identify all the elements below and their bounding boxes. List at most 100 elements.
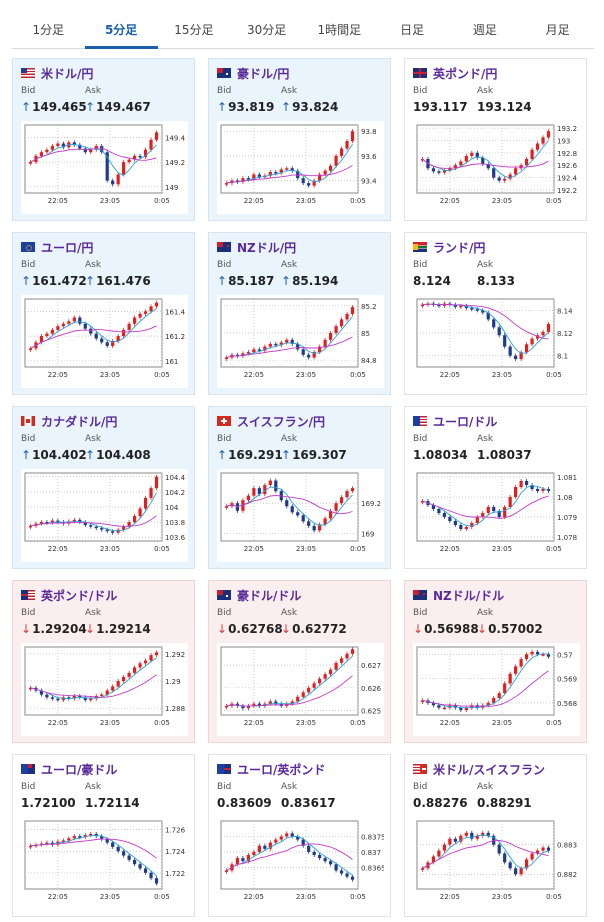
rate-card[interactable]: 英ポンド/ドル Bid Ask ↓1.29204 ↓1.29214 1.292 1…: [12, 580, 195, 743]
x-tick-label: 0:05: [546, 893, 562, 901]
pair-name[interactable]: NZドル/ドル: [433, 588, 505, 603]
candle-body: [492, 698, 496, 703]
rate-card[interactable]: ユーロ/英ポンド Bid Ask 0.83609 0.83617 0.8375 0…: [208, 754, 391, 917]
y-tick-label: 169: [361, 530, 374, 538]
pair-name[interactable]: 豪ドル/ドル: [237, 588, 302, 603]
candle-body: [312, 525, 316, 531]
candle-body: [45, 522, 49, 524]
candle-body: [497, 327, 501, 336]
x-tick-label: 23:05: [492, 893, 512, 901]
tab-3[interactable]: 30分足: [246, 23, 287, 37]
candle-body: [133, 667, 137, 673]
ask-label: Ask: [477, 260, 494, 270]
rate-card[interactable]: NZドル/ドル Bid Ask ↓0.56988 ↓0.57002 0.57 0.…: [404, 580, 587, 743]
pair-name[interactable]: ユーロ/ドル: [433, 414, 498, 429]
y-tick-label: 0.8375: [361, 833, 384, 841]
pair-name[interactable]: 米ドル/スイスフラン: [433, 762, 546, 777]
x-tick-label: 23:05: [100, 371, 120, 379]
pair-name[interactable]: ユーロ/豪ドル: [41, 762, 118, 777]
candle-body: [318, 346, 322, 353]
tab-6[interactable]: 週足: [472, 23, 497, 37]
candle-body: [459, 525, 463, 529]
x-tick-label: 22:05: [244, 893, 264, 901]
tab-5[interactable]: 日足: [400, 23, 425, 37]
bid-label: Bid: [413, 260, 428, 270]
tab-4[interactable]: 1時間足: [317, 23, 362, 37]
candle-body: [61, 143, 65, 148]
pair-name[interactable]: ランド/円: [433, 240, 486, 255]
timeframe-tabs: 1分足 5分足 15分足 30分足 1時間足 日足 週足 月足: [12, 12, 594, 49]
rate-card[interactable]: 米ドル/スイスフラン Bid Ask 0.88276 0.88291 0.883…: [404, 754, 587, 917]
candle-body: [235, 354, 240, 357]
ask-label: Ask: [281, 260, 298, 270]
pair-name[interactable]: NZドル/円: [237, 240, 297, 255]
pair-name[interactable]: スイスフラン/円: [237, 414, 326, 429]
rate-card[interactable]: ユーロ/豪ドル Bid Ask 1.72100 1.72114 1.726 1.7…: [12, 754, 195, 917]
x-tick-label: 22:05: [48, 197, 68, 205]
x-tick-label: 0:05: [546, 719, 562, 727]
tab-2[interactable]: 15分足: [174, 23, 214, 37]
ask-value: ↓0.62772: [281, 622, 347, 636]
candle-body: [100, 528, 104, 530]
bid-label: Bid: [217, 782, 232, 792]
bid-label: Bid: [21, 434, 36, 444]
candle-body: [541, 137, 545, 144]
candle-body: [508, 673, 512, 684]
candle-body: [45, 149, 49, 153]
rate-card[interactable]: 豪ドル/ドル Bid Ask ↓0.62768 ↓0.62772 0.627 0.…: [208, 580, 391, 743]
candle-body: [83, 323, 87, 329]
rate-card[interactable]: ユーロ/円 Bid Ask ↑161.472 ↑161.476 161.4 161…: [12, 232, 195, 395]
candle-body: [296, 696, 300, 702]
rate-card[interactable]: スイスフラン/円 Bid Ask ↑169.291 ↑169.307 169.2…: [208, 406, 391, 569]
candle-body: [437, 304, 441, 307]
pair-name[interactable]: 豪ドル/円: [237, 66, 290, 81]
down-arrow-icon: ↓: [413, 622, 424, 636]
candle-body: [323, 858, 327, 862]
plot-frame: [24, 472, 163, 542]
tab-1[interactable]: 5分足: [84, 12, 158, 49]
candle-body: [78, 144, 82, 149]
rate-card[interactable]: 英ポンド/円 Bid Ask 193.117 193.124 193.2 193 1…: [404, 58, 587, 221]
pair-name[interactable]: ユーロ/円: [41, 240, 94, 255]
ask-value: ↓0.57002: [477, 622, 543, 636]
rate-card[interactable]: カナダドル/円 Bid Ask ↑104.402 ↑104.408 104.4 1…: [12, 406, 195, 569]
tab-0[interactable]: 1分足: [32, 23, 65, 37]
rate-card[interactable]: ユーロ/ドル Bid Ask 1.08034 1.08037 1.081 1.08…: [404, 406, 587, 569]
pair-name[interactable]: カナダドル/円: [41, 414, 118, 429]
pair-name[interactable]: 米ドル/円: [41, 66, 94, 81]
candle-body: [263, 346, 267, 351]
ma-long-line: [30, 674, 157, 698]
bid-value: 193.117: [413, 100, 468, 114]
candle-body: [420, 159, 425, 161]
candle-body: [78, 695, 82, 698]
candle-body: [257, 703, 261, 706]
price-chart: 1.081 1.08 1.079 1.078 22:05 23:05 0:05: [413, 469, 580, 562]
y-tick-label: 85: [361, 330, 370, 338]
tab-7[interactable]: 月足: [545, 23, 570, 37]
pair-name[interactable]: ユーロ/英ポンド: [237, 762, 326, 777]
pair-name[interactable]: 英ポンド/ドル: [41, 588, 118, 603]
ask-value: ↑161.476: [85, 274, 151, 288]
pair-name[interactable]: 英ポンド/円: [433, 66, 498, 81]
rate-card[interactable]: 豪ドル/円 Bid Ask ↑93.819 ↑93.824 93.8 93.6 93…: [208, 58, 391, 221]
rate-card[interactable]: NZドル/円 Bid Ask ↑85.187 ↑85.194 85.2 85 84.…: [208, 232, 391, 395]
candle-body: [470, 705, 474, 708]
price-chart: 104.4 104.2 104 103.8 103.6 22:05 23:05 0:05: [21, 469, 188, 562]
candle-body: [475, 517, 479, 523]
candle-body: [442, 513, 446, 517]
candle-body: [143, 311, 148, 314]
plot-frame: [220, 646, 359, 716]
y-tick-label: 192.2: [557, 187, 577, 195]
rate-card[interactable]: ランド/円 Bid Ask 8.124 8.133 8.14 8.12 8.1 22:…: [404, 232, 587, 395]
ask-label: Ask: [281, 608, 298, 618]
candle-body: [329, 333, 333, 340]
rate-card[interactable]: 米ドル/円 Bid Ask ↑149.465 ↑149.467 149.4 149…: [12, 58, 195, 221]
bid-value: ↓0.56988: [413, 622, 479, 636]
flag-icon: [217, 416, 231, 426]
candle-body: [127, 672, 131, 677]
candle-body: [535, 489, 540, 491]
y-tick-label: 169.2: [361, 500, 381, 508]
flag-icon: [21, 242, 35, 252]
bid-value: 0.83609: [217, 796, 272, 810]
price-chart: 0.627 0.626 0.625 22:05 23:05 0:05: [217, 643, 384, 736]
